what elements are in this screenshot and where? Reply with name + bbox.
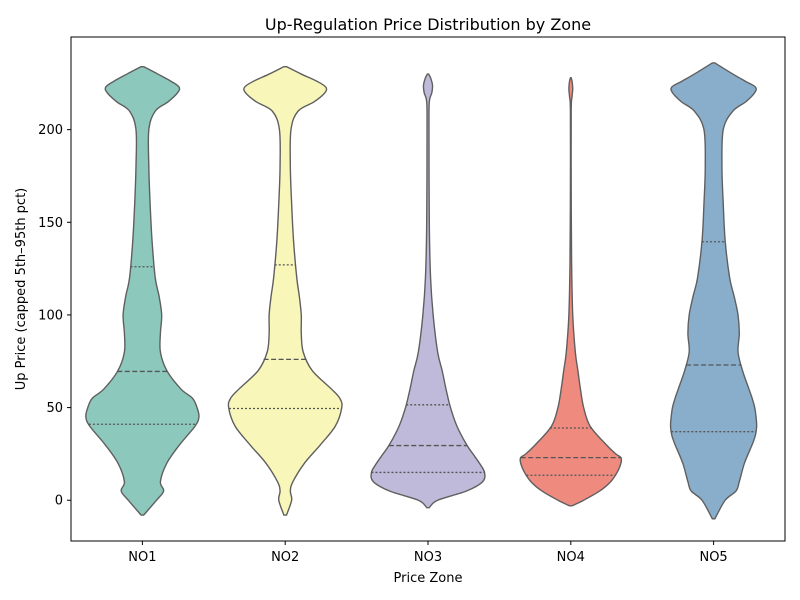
y-tick-label: 0 <box>55 494 63 509</box>
violin-body-no3 <box>370 73 486 509</box>
x-axis-label: Price Zone <box>394 571 463 586</box>
violin-no5 <box>669 62 758 520</box>
violin-body-no4 <box>519 77 623 507</box>
x-tick-label-no3: NO3 <box>414 550 442 565</box>
violins-group <box>85 62 758 520</box>
violin-body-no5 <box>669 62 758 520</box>
violin-no2 <box>227 65 343 516</box>
violin-body-no1 <box>85 65 200 516</box>
y-tick-label: 50 <box>46 401 63 416</box>
violin-no4 <box>519 77 623 507</box>
chart-title: Up-Regulation Price Distribution by Zone <box>265 15 591 34</box>
violin-no3 <box>370 73 486 509</box>
y-tick-label: 100 <box>38 308 63 323</box>
x-tick-label-no5: NO5 <box>699 550 727 565</box>
violin-body-no2 <box>227 65 343 516</box>
violin-no1 <box>85 65 200 516</box>
y-axis: 0 50 100 150 200 <box>38 123 71 509</box>
y-tick-label: 200 <box>38 123 63 138</box>
y-axis-label: Up Price (capped 5th–95th pct) <box>14 188 29 391</box>
x-axis: NO1 NO2 NO3 NO4 NO5 <box>128 541 728 565</box>
y-tick-label: 150 <box>38 216 63 231</box>
x-tick-label-no4: NO4 <box>557 550 585 565</box>
x-tick-label-no2: NO2 <box>271 550 299 565</box>
x-tick-label-no1: NO1 <box>128 550 156 565</box>
